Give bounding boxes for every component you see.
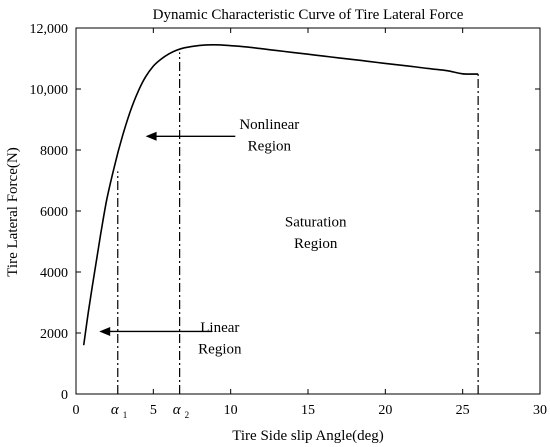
y-tick-label: 8000 <box>40 144 68 159</box>
region-annotations: Nonlinear Region Saturation Region Linear Reg… <box>99 117 347 357</box>
y-tick-label: 10,000 <box>30 83 69 98</box>
x-tick-label: 5 <box>150 403 157 418</box>
y-tick-label: 4000 <box>40 266 68 281</box>
x-axis-label: Tire Side slip Angle(deg) <box>232 428 384 444</box>
lateral-force-curve <box>82 43 479 346</box>
x-tick-label: 15 <box>301 403 315 418</box>
x-tick-label: 30 <box>533 403 547 418</box>
x-tick-label: 20 <box>378 403 392 418</box>
chart-title: Dynamic Characteristic Curve of Tire Lat… <box>153 7 464 23</box>
region-label: Region <box>294 236 338 252</box>
region-arrow-head <box>145 131 157 141</box>
region-arrow-head <box>99 326 111 336</box>
region-label: Region <box>248 138 292 154</box>
y-axis-label: Tire Lateral Force(N) <box>5 147 21 276</box>
x-axis-ticks: 0 5 10 15 20 25 30 <box>73 28 547 418</box>
y-axis-ticks: 0 2000 4000 6000 8000 10,000 12,000 <box>30 22 540 403</box>
region-label: Nonlinear <box>239 117 299 133</box>
x-tick-label: 25 <box>456 403 470 418</box>
alpha-subscript: 2 <box>185 410 190 420</box>
x-tick-label: 10 <box>224 403 238 418</box>
y-tick-label: 12,000 <box>30 22 69 37</box>
region-label: Region <box>198 341 242 357</box>
y-tick-label: 2000 <box>40 327 68 342</box>
alpha-subscript: 1 <box>123 410 128 420</box>
alpha-tick-label: α <box>111 402 120 418</box>
y-tick-label: 0 <box>61 388 68 403</box>
region-label: Saturation <box>285 215 347 231</box>
alpha-tick-label: α <box>173 402 182 418</box>
plot-frame <box>75 27 541 395</box>
region-label: Linear <box>200 320 239 336</box>
x-tick-label: 0 <box>73 403 80 418</box>
y-tick-label: 6000 <box>40 205 68 220</box>
